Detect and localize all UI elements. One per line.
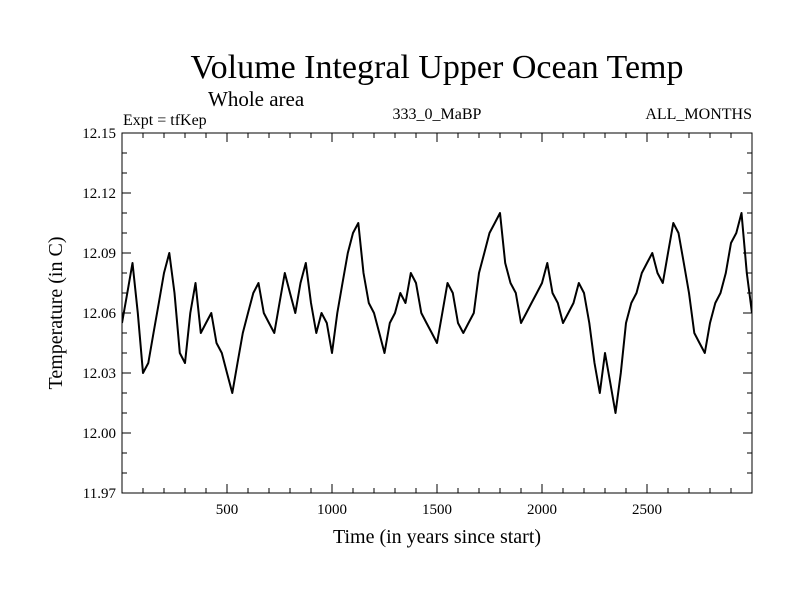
chart-title: Volume Integral Upper Ocean Temp bbox=[191, 49, 684, 86]
tick-group bbox=[122, 133, 752, 493]
chart-subtitle: Whole area bbox=[208, 87, 305, 111]
x-tick-label: 500 bbox=[216, 502, 239, 518]
x-tick-label: 2000 bbox=[527, 502, 557, 518]
y-tick-label: 12.06 bbox=[82, 306, 116, 322]
header-left: Expt = tfKep bbox=[123, 112, 207, 129]
header-right: ALL_MONTHS bbox=[645, 106, 752, 123]
y-tick-label: 11.97 bbox=[83, 486, 117, 502]
header-center: 333_0_MaBP bbox=[393, 106, 482, 123]
x-tick-label: 1500 bbox=[422, 502, 452, 518]
y-axis-label: Temperature (in C) bbox=[45, 237, 67, 390]
plot-frame bbox=[121, 132, 753, 494]
x-tick-label: 2500 bbox=[632, 502, 662, 518]
x-tick-label: 1000 bbox=[317, 502, 347, 518]
y-tick-label: 12.09 bbox=[82, 246, 116, 262]
y-tick-label: 12.15 bbox=[82, 126, 116, 142]
series-line bbox=[122, 212, 752, 414]
y-tick-label: 12.00 bbox=[82, 426, 116, 442]
y-tick-label: 12.03 bbox=[82, 366, 116, 382]
y-tick-label: 12.12 bbox=[82, 186, 116, 202]
x-axis-label: Time (in years since start) bbox=[333, 526, 541, 548]
tick-label-group: 500 1000 1500 2000 2500 11.97 12.00 12.03 12.06 1… bbox=[82, 126, 662, 518]
